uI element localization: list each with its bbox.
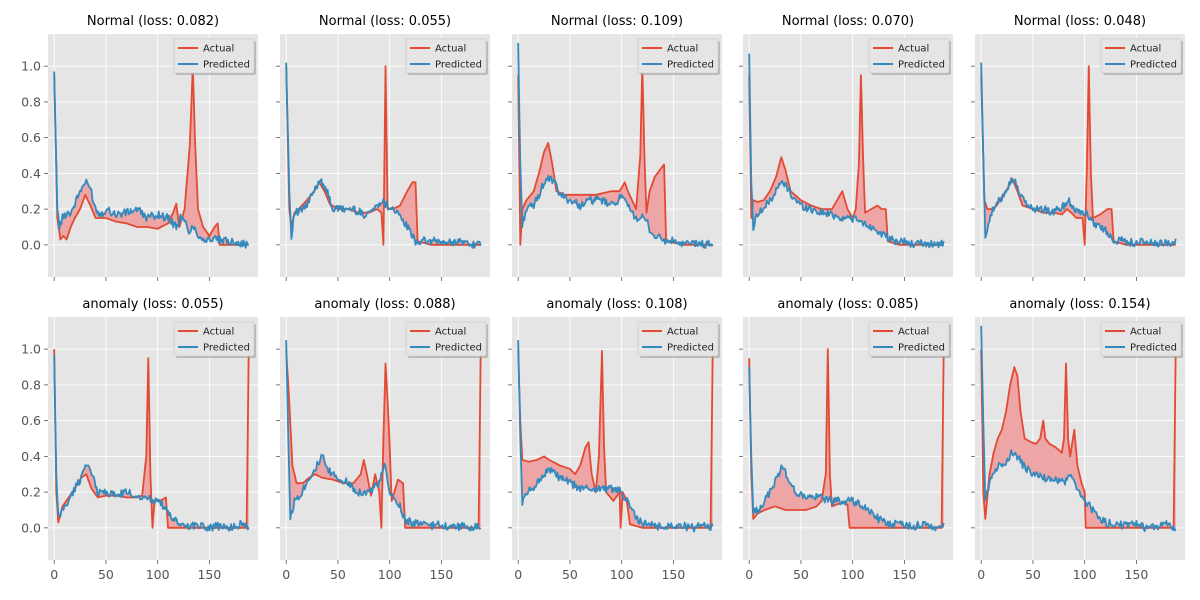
y-tick-label: 0.2 (21, 485, 41, 500)
predicted-line (53, 354, 250, 532)
x-tick-label: 50 (330, 567, 346, 582)
subplot-3: Normal (loss: 0.109) Actual Predicted (508, 14, 722, 281)
predicted-line (980, 325, 1177, 532)
predicted-line (285, 340, 482, 532)
legend-predicted-label: Predicted (667, 60, 714, 71)
actual-line (53, 65, 249, 246)
x-tick-label: 50 (793, 567, 809, 582)
x-tick-label: 0 (514, 567, 522, 582)
legend: Actual Predicted (868, 321, 951, 358)
y-tick-label: 0.6 (21, 413, 41, 428)
x-tick-label: 100 (378, 567, 402, 582)
legend: Actual Predicted (637, 321, 720, 358)
legend-actual-label: Actual (203, 44, 234, 55)
x-tick-label: 100 (610, 567, 634, 582)
y-tick-label: 0.4 (21, 166, 41, 181)
y-tick-label: 0.8 (21, 94, 41, 109)
y-tick-label: 0.4 (21, 449, 41, 464)
legend-actual-label: Actual (1130, 327, 1161, 338)
legend: Actual Predicted (1100, 38, 1183, 75)
x-tick-label: 150 (197, 567, 221, 582)
subplot-title: Normal (loss: 0.109) (551, 14, 683, 29)
error-fill (749, 53, 944, 248)
predicted-line (285, 62, 482, 249)
x-tick-label: 150 (661, 567, 685, 582)
x-tick-label: 100 (841, 567, 865, 582)
subplot-title: Normal (loss: 0.048) (1014, 14, 1146, 29)
actual-line (517, 349, 714, 529)
legend: Actual Predicted (173, 321, 256, 358)
x-tick-label: 0 (282, 567, 290, 582)
legend-predicted-label: Predicted (667, 343, 714, 354)
legend-predicted-label: Predicted (898, 343, 945, 354)
legend-actual-label: Actual (667, 327, 698, 338)
y-tick-label: 0.2 (21, 202, 41, 217)
x-tick-label: 50 (1025, 567, 1041, 582)
legend-actual-label: Actual (435, 44, 466, 55)
subplot-6: 0.0 0.2 0.4 0.6 0.8 1.0 0 50 100 150 anomaly (loss… (21, 297, 258, 582)
predicted-line (517, 42, 714, 249)
legend: Actual Predicted (405, 38, 488, 75)
legend-actual-label: Actual (203, 327, 234, 338)
subplot-2: Normal (loss: 0.055) Actual Predicted (276, 14, 490, 281)
subplot-1: 0.0 0.2 0.4 0.6 0.8 1.0 Normal (loss: 0.082) Ac… (21, 14, 258, 281)
subplot-title: Normal (loss: 0.055) (319, 14, 451, 29)
predicted-line (980, 62, 1177, 248)
legend-actual-label: Actual (898, 44, 929, 55)
y-tick-label: 1.0 (21, 59, 41, 74)
legend: Actual Predicted (868, 38, 951, 75)
y-tick-label: 0.6 (21, 130, 41, 145)
subplot-5: Normal (loss: 0.048) Actual Predicted (971, 14, 1185, 281)
predicted-line (748, 366, 945, 532)
legend-predicted-label: Predicted (203, 343, 250, 354)
legend-predicted-label: Predicted (1130, 60, 1177, 71)
subplot-title: Normal (loss: 0.082) (87, 14, 219, 29)
subplot-title: anomaly (loss: 0.085) (777, 297, 918, 312)
y-tick-label: 1.0 (21, 342, 41, 357)
actual-line (980, 65, 1176, 246)
x-tick-label: 50 (98, 567, 114, 582)
y-tick-label: 0.0 (21, 520, 41, 535)
subplot-title: anomaly (loss: 0.055) (82, 297, 223, 312)
legend-predicted-label: Predicted (898, 60, 945, 71)
x-tick-label: 0 (50, 567, 58, 582)
legend: Actual Predicted (637, 38, 720, 75)
legend: Actual Predicted (405, 321, 488, 358)
x-tick-label: 50 (562, 567, 578, 582)
subplot-title: anomaly (loss: 0.108) (546, 297, 687, 312)
legend-predicted-label: Predicted (435, 60, 482, 71)
legend-actual-label: Actual (1130, 44, 1161, 55)
x-tick-label: 0 (977, 567, 985, 582)
subplot-title: Normal (loss: 0.070) (782, 14, 914, 29)
x-tick-label: 100 (146, 567, 170, 582)
legend: Actual Predicted (1100, 321, 1183, 358)
legend-predicted-label: Predicted (435, 343, 482, 354)
x-tick-label: 100 (1073, 567, 1097, 582)
legend-actual-label: Actual (667, 44, 698, 55)
predicted-line (53, 71, 250, 249)
y-tick-label: 0.8 (21, 377, 41, 392)
subplot-9: 0 50 100 150 anomaly (loss: 0.085) Actual Pred… (739, 297, 953, 582)
legend-predicted-label: Predicted (1130, 343, 1177, 354)
legend: Actual Predicted (173, 38, 256, 75)
x-tick-label: 150 (429, 567, 453, 582)
subplot-title: anomaly (loss: 0.088) (314, 297, 455, 312)
x-tick-label: 0 (745, 567, 753, 582)
subplot-title: anomaly (loss: 0.154) (1009, 297, 1150, 312)
legend-actual-label: Actual (898, 327, 929, 338)
predicted-line (748, 53, 945, 249)
subplot-8: 0 50 100 150 anomaly (loss: 0.108) Actual Pred… (508, 297, 722, 582)
subplot-7: 0 50 100 150 anomaly (loss: 0.088) Actual Pred… (276, 297, 490, 582)
legend-actual-label: Actual (435, 327, 466, 338)
subplot-10: 0 50 100 150 anomaly (loss: 0.154) Actual Pred… (971, 297, 1185, 582)
x-tick-label: 150 (892, 567, 916, 582)
legend-predicted-label: Predicted (203, 60, 250, 71)
x-tick-label: 150 (1124, 567, 1148, 582)
subplot-4: Normal (loss: 0.070) Actual Predicted (739, 14, 953, 281)
predicted-line (517, 340, 714, 533)
y-tick-label: 0.0 (21, 237, 41, 252)
error-fill (518, 340, 713, 532)
